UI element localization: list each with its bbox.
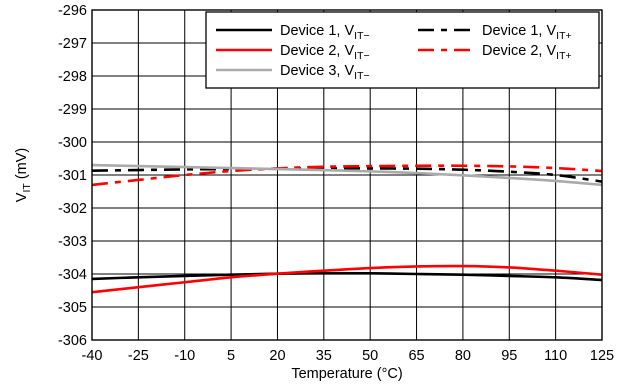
y-tick-label: -304 xyxy=(58,267,87,283)
legend-label-subscript: IT− xyxy=(354,70,369,82)
legend-label-subscript: IT− xyxy=(354,50,369,62)
series-line-1 xyxy=(91,271,603,282)
x-tick-label: 125 xyxy=(590,348,614,364)
legend-label-main: Device 2, V xyxy=(482,43,556,59)
legend-label-subscript: IT− xyxy=(354,30,369,42)
y-tick-label: -302 xyxy=(58,201,87,217)
y-tick-label: -297 xyxy=(58,36,87,52)
x-tick-label: 35 xyxy=(316,348,332,364)
series-line-4 xyxy=(91,164,603,187)
y-axis-title-sub: IT xyxy=(21,183,33,193)
x-tick-label: 110 xyxy=(544,348,567,364)
legend-label-3: Device 2, VIT− xyxy=(280,43,370,62)
x-tick-label: 65 xyxy=(408,348,424,364)
legend-label-main: Device 2, V xyxy=(280,43,354,59)
y-tick-label: -299 xyxy=(58,102,87,118)
plot-border xyxy=(91,9,603,341)
x-axis-title: Temperature (°C) xyxy=(291,366,402,382)
series-line-3 xyxy=(91,264,603,294)
y-tick-label: -296 xyxy=(58,3,87,19)
legend-label-main: Device 3, V xyxy=(280,63,354,79)
legend-label-2: Device 1, VIT+ xyxy=(482,23,572,42)
legend-label-5: Device 3, VIT− xyxy=(280,63,370,82)
y-axis-title: VIT (mV) xyxy=(14,148,33,202)
legend-label-main: Device 1, V xyxy=(482,23,556,39)
y-tick-label: -305 xyxy=(58,300,87,316)
legend-label-subscript: IT+ xyxy=(556,50,571,62)
y-axis-title-unit: (mV) xyxy=(14,148,30,183)
y-tick-label: -300 xyxy=(58,135,87,151)
x-tick-label: 5 xyxy=(227,348,235,364)
legend-label-subscript: IT+ xyxy=(556,30,571,42)
x-tick-label: 50 xyxy=(362,348,378,364)
x-tick-label: -10 xyxy=(174,348,195,364)
x-tick-label: 95 xyxy=(501,348,517,364)
y-tick-label: -303 xyxy=(58,234,87,250)
y-tick-label: -298 xyxy=(58,69,87,85)
x-tick-label: 80 xyxy=(455,348,471,364)
legend-label-1: Device 1, VIT− xyxy=(280,23,370,42)
y-tick-label: -306 xyxy=(58,333,87,349)
series-line-5 xyxy=(91,163,603,187)
legend-label-4: Device 2, VIT+ xyxy=(482,43,572,62)
data-series xyxy=(91,163,603,294)
y-axis-title-base: V xyxy=(14,192,30,202)
legend: Device 1, VIT− Device 1, VIT+Device 2, VI… xyxy=(205,11,600,89)
legend-label-main: Device 1, V xyxy=(280,23,354,39)
x-tick-label: -25 xyxy=(128,348,149,364)
y-tick-label: -301 xyxy=(58,168,87,184)
series-line-2 xyxy=(91,167,603,183)
x-tick-label: -40 xyxy=(82,348,103,364)
plot-frame xyxy=(91,9,603,341)
x-tick-label: 20 xyxy=(269,348,285,364)
tick-labels: -40 -25 -10 5 20 35 50 65 80 95 110 125 -296 -297 -298… xyxy=(58,3,614,364)
